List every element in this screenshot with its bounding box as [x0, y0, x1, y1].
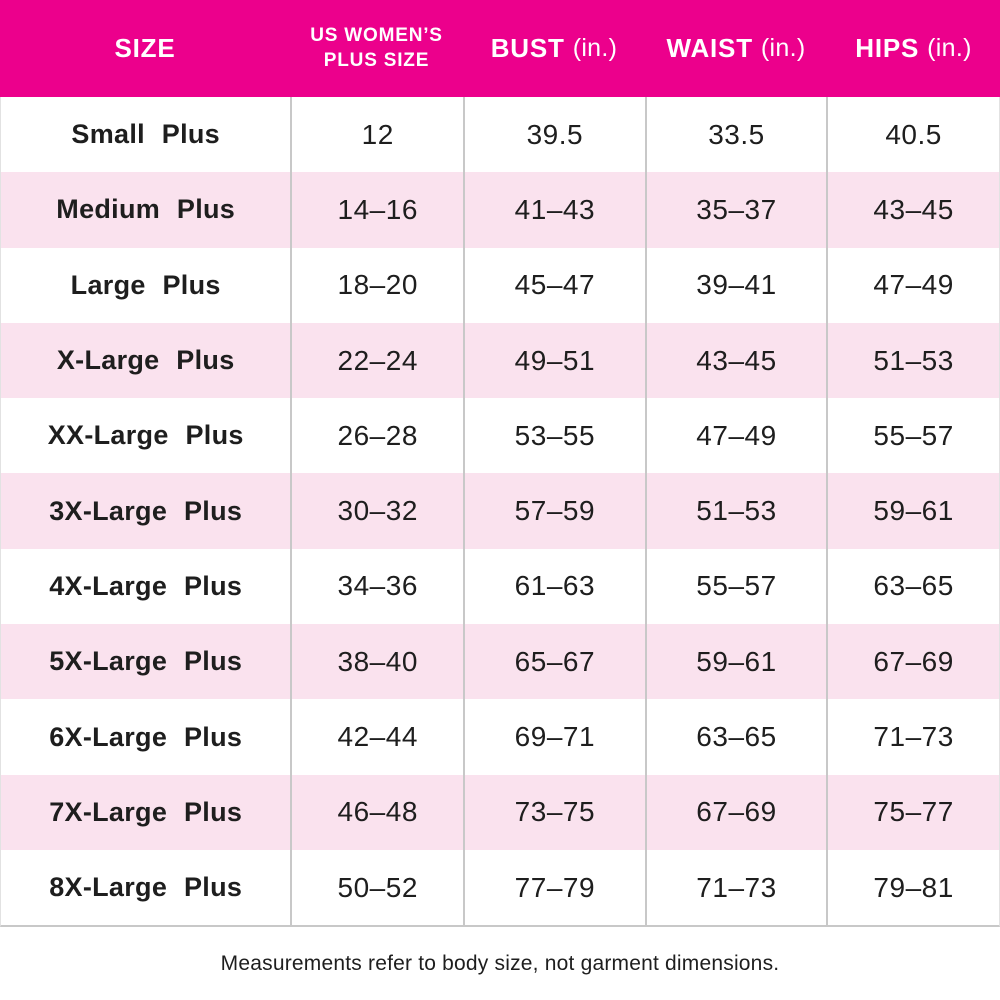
size-cell: XX-Large Plus	[47, 420, 244, 451]
column-header-label: US WOMEN’S PLUS SIZE	[310, 24, 443, 71]
column-header-size: SIZE	[0, 0, 290, 97]
bust-cell: 61–63	[463, 548, 645, 625]
us-plus-size-cell: 14–16	[290, 172, 463, 248]
size-cell: Small Plus	[71, 119, 220, 150]
us-plus-size-cell: 34–36	[290, 548, 463, 625]
column-header-label: BUST	[490, 33, 565, 63]
us-plus-size-cell: 38–40	[290, 624, 463, 700]
us-plus-size-cell: 12	[290, 97, 463, 173]
us-plus-size-cell: 26–28	[290, 398, 463, 474]
table-row: 3X-Large Plus 30–32 57–59 51–53 59–61	[1, 473, 999, 549]
column-header-unit: (in.)	[760, 34, 806, 62]
hips-cell: 67–69	[826, 624, 999, 700]
waist-cell: 35–37	[644, 172, 827, 248]
hips-cell: 47–49	[826, 247, 999, 323]
hips-cell: 79–81	[826, 849, 999, 926]
column-header-label: HIPS	[855, 33, 920, 63]
waist-cell: 33.5	[644, 97, 827, 173]
hips-cell: 43–45	[826, 172, 999, 248]
waist-cell: 47–49	[644, 398, 827, 474]
bust-cell: 69–71	[463, 699, 645, 775]
column-header-unit: (in.)	[927, 34, 972, 62]
hips-cell: 51–53	[826, 322, 999, 399]
hips-cell: 63–65	[826, 548, 999, 625]
bust-cell: 77–79	[463, 849, 645, 926]
us-plus-size-cell: 50–52	[290, 849, 463, 926]
bust-cell: 65–67	[463, 624, 645, 700]
table-row: 8X-Large Plus 50–52 77–79 71–73 79–81	[1, 849, 999, 926]
table-row: X-Large Plus 22–24 49–51 43–45 51–53	[1, 322, 999, 399]
bust-cell: 53–55	[463, 398, 645, 474]
column-header-us-womens-plus-size: US WOMEN’S PLUS SIZE	[290, 0, 463, 97]
waist-cell: 51–53	[644, 473, 827, 549]
table-row: 6X-Large Plus 42–44 69–71 63–65 71–73	[1, 699, 999, 775]
footnote: Measurements refer to body size, not gar…	[220, 951, 780, 975]
table-row: 7X-Large Plus 46–48 73–75 67–69 75–77	[1, 774, 999, 850]
size-cell: Large Plus	[70, 269, 221, 300]
column-header-label: SIZE	[114, 33, 176, 63]
column-header-hips: HIPS (in.)	[827, 0, 1000, 97]
column-header-unit: (in.)	[572, 34, 618, 62]
bust-cell: 73–75	[463, 774, 645, 850]
bust-cell: 41–43	[463, 172, 645, 248]
table-header-row: SIZE US WOMEN’S PLUS SIZE BUST (in.) WAI…	[0, 0, 1000, 97]
size-cell: 4X-Large Plus	[49, 570, 243, 601]
table-row: XX-Large Plus 26–28 53–55 47–49 55–57	[1, 398, 999, 474]
column-header-waist: WAIST (in.)	[645, 0, 827, 97]
waist-cell: 67–69	[644, 774, 827, 850]
hips-cell: 75–77	[826, 774, 999, 850]
us-plus-size-cell: 30–32	[290, 473, 463, 549]
size-cell: 3X-Large Plus	[49, 495, 243, 526]
us-plus-size-cell: 46–48	[290, 774, 463, 850]
hips-cell: 40.5	[826, 97, 999, 173]
waist-cell: 63–65	[644, 699, 827, 775]
bust-cell: 39.5	[463, 97, 645, 173]
bust-cell: 57–59	[463, 473, 645, 549]
us-plus-size-cell: 22–24	[290, 322, 463, 399]
table-row: 4X-Large Plus 34–36 61–63 55–57 63–65	[1, 548, 999, 625]
table-body: Small Plus 12 39.5 33.5 40.5 Medium Plus 14–16…	[0, 97, 1000, 928]
column-header-bust: BUST (in.)	[463, 0, 645, 97]
size-cell: 7X-Large Plus	[49, 796, 243, 827]
hips-cell: 59–61	[826, 473, 999, 549]
hips-cell: 71–73	[826, 699, 999, 775]
us-plus-size-cell: 42–44	[290, 699, 463, 775]
size-cell: 5X-Large Plus	[49, 646, 243, 677]
table-row: Small Plus 12 39.5 33.5 40.5	[1, 97, 999, 173]
column-header-label: WAIST	[666, 33, 753, 63]
bust-cell: 45–47	[463, 247, 645, 323]
waist-cell: 55–57	[644, 548, 827, 625]
table-row: 5X-Large Plus 38–40 65–67 59–61 67–69	[1, 624, 999, 700]
bust-cell: 49–51	[463, 322, 645, 399]
size-cell: X-Large Plus	[56, 345, 235, 376]
table-row: Large Plus 18–20 45–47 39–41 47–49	[1, 247, 999, 323]
waist-cell: 71–73	[644, 849, 827, 926]
size-cell: Medium Plus	[56, 194, 236, 225]
us-plus-size-cell: 18–20	[290, 247, 463, 323]
waist-cell: 43–45	[644, 322, 827, 399]
waist-cell: 59–61	[644, 624, 827, 700]
waist-cell: 39–41	[644, 247, 827, 323]
table-row: Medium Plus 14–16 41–43 35–37 43–45	[1, 172, 999, 248]
hips-cell: 55–57	[826, 398, 999, 474]
size-cell: 6X-Large Plus	[49, 721, 243, 752]
size-cell: 8X-Large Plus	[49, 872, 243, 903]
